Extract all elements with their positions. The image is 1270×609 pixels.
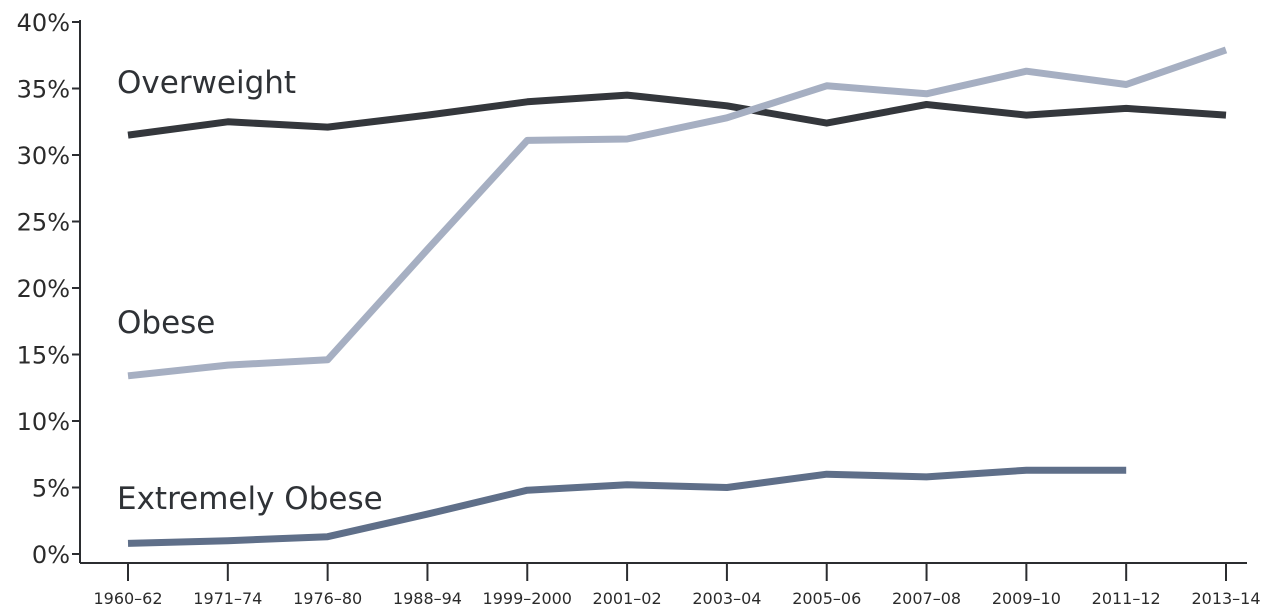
series-label-obese: Obese: [117, 305, 215, 341]
y-tick-label: 40%: [17, 9, 70, 37]
x-tick-label: 1960–62: [93, 589, 162, 608]
y-tick-label: 0%: [32, 541, 70, 569]
series-line-extremely-obese: [127, 466, 1127, 547]
series-line-obese: [127, 46, 1228, 380]
x-tick-label: 1999–2000: [483, 589, 572, 608]
x-tick-label: 1988–94: [393, 589, 462, 608]
x-tick-label: 2011–12: [1092, 589, 1161, 608]
y-tick-label: 5%: [32, 475, 70, 503]
y-tick-label: 10%: [17, 408, 70, 436]
y-axis: 0% 5% 10% 15% 20% 25% 30% 35% 40%: [17, 9, 81, 569]
series-lines: [127, 46, 1228, 547]
y-tick-label: 30%: [17, 142, 70, 170]
x-axis: 1960–62 1971–74 1976–80 1988–94 1999–2000 200…: [80, 562, 1261, 608]
y-tick-label: 15%: [17, 342, 70, 370]
y-tick-label: 20%: [17, 275, 70, 303]
series-label-extremely-obese: Extremely Obese: [117, 481, 383, 517]
x-tick-label: 2005–06: [792, 589, 861, 608]
series-labels: Overweight Obese Extremely Obese: [117, 65, 383, 517]
y-tick-label: 25%: [17, 209, 70, 237]
series-line-overweight: [127, 91, 1227, 139]
x-tick-label: 2013–14: [1191, 589, 1260, 608]
x-tick-label: 1971–74: [193, 589, 262, 608]
x-tick-label: 2003–04: [692, 589, 761, 608]
x-tick-label: 2009–10: [992, 589, 1061, 608]
series-label-overweight: Overweight: [117, 65, 296, 101]
x-tick-label: 2007–08: [892, 589, 961, 608]
x-tick-label: 1976–80: [293, 589, 362, 608]
y-tick-label: 35%: [17, 76, 70, 104]
x-tick-label: 2001–02: [593, 589, 662, 608]
